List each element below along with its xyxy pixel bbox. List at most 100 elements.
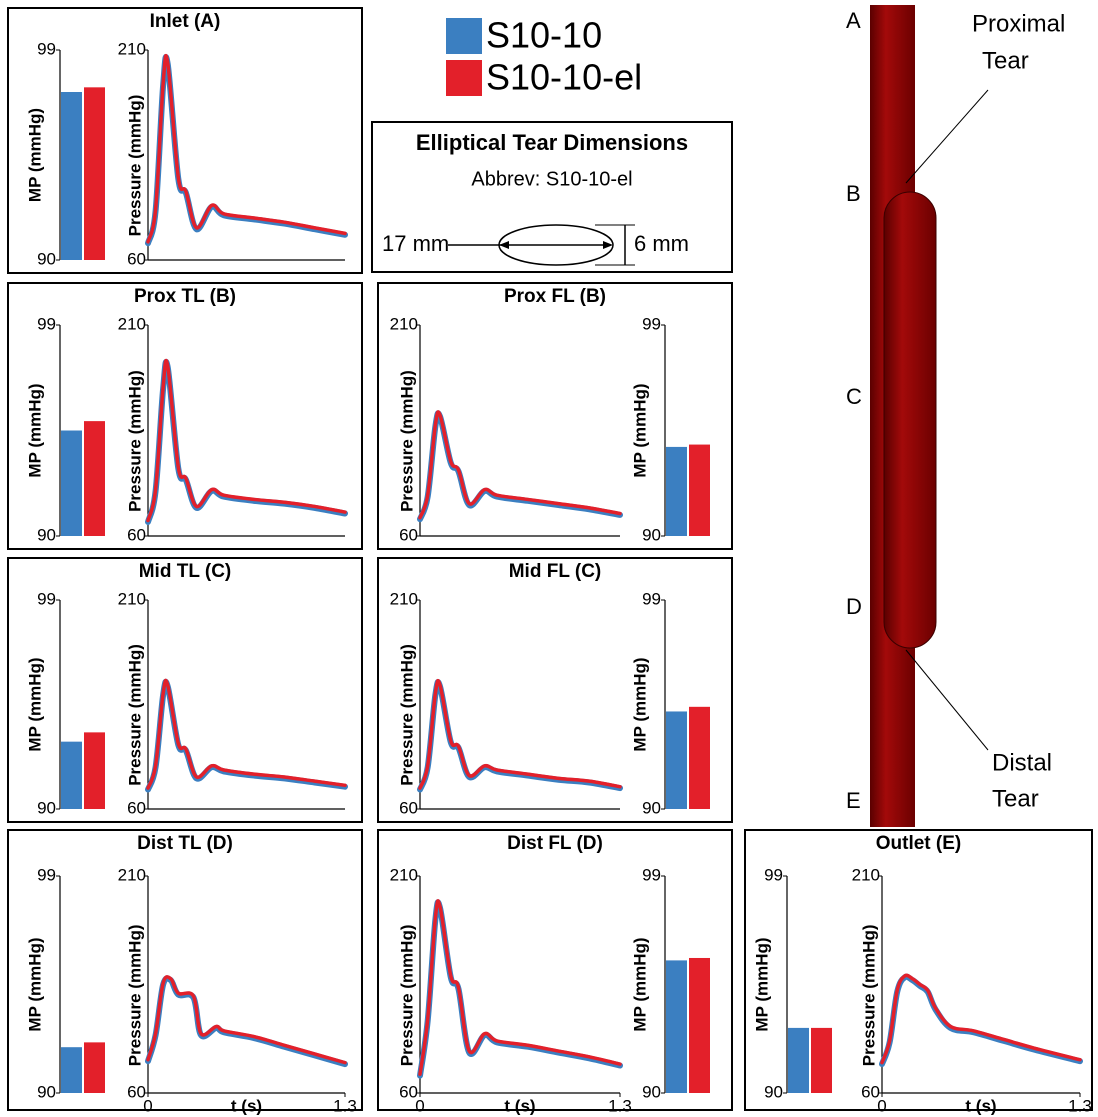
y-axis-label: MP (mmHg) (25, 937, 44, 1031)
y-tick-label: 60 (399, 798, 418, 817)
y-axis-label: Pressure (mmHg) (125, 95, 144, 237)
location: D (846, 594, 862, 619)
panel-title: Dist FL (D) (507, 833, 603, 854)
proximal-label: Proximal (972, 10, 1065, 37)
legend-swatch (446, 60, 482, 96)
panel-title: Prox FL (B) (504, 286, 606, 307)
panel-frame (7, 7, 363, 274)
bar (666, 960, 687, 1093)
bar (788, 1027, 809, 1093)
y-tick-label: 99 (642, 865, 661, 884)
bar (84, 421, 105, 536)
y-tick-label: 99 (764, 865, 783, 884)
y-tick-label: 99 (642, 589, 661, 608)
bar (811, 1027, 832, 1093)
y-tick-label: 210 (390, 589, 418, 608)
panel-frame (377, 282, 733, 550)
y-tick-label: 60 (127, 798, 146, 817)
line-series (880, 973, 1082, 1065)
tear-box (371, 121, 733, 273)
y-axis-label: MP (mmHg) (630, 383, 649, 477)
bar (61, 92, 82, 260)
y-tick-label: 90 (37, 525, 56, 544)
x-tick-label: 0 (877, 1096, 886, 1115)
y-axis-label: Pressure (mmHg) (859, 924, 878, 1066)
panel-frame (7, 829, 363, 1111)
location: C (846, 384, 862, 409)
y-axis-label: MP (mmHg) (630, 657, 649, 751)
y-tick-label: 90 (37, 1082, 56, 1101)
y-tick-label: 90 (37, 249, 56, 268)
y-tick-label: 210 (390, 865, 418, 884)
line-series (418, 678, 622, 790)
y-axis-label: Pressure (mmHg) (397, 924, 416, 1066)
proximal-label: Tear (982, 47, 1029, 74)
tear-length: 17 mm (382, 231, 449, 256)
distal-label: Distal (992, 749, 1052, 776)
y-tick-label: 60 (127, 525, 146, 544)
bar (84, 87, 105, 260)
y-tick-label: 90 (642, 1082, 661, 1101)
y-tick-label: 210 (118, 589, 146, 608)
x-tick-label: 1.3 (333, 1096, 357, 1115)
location: E (846, 788, 861, 813)
y-tick-label: 99 (37, 589, 56, 608)
legend-label: S10-10 (486, 15, 602, 56)
bar (84, 1042, 105, 1093)
x-tick-label: 1.3 (608, 1096, 632, 1115)
distal-label: Tear (992, 785, 1039, 812)
x-tick-label: 0 (143, 1096, 152, 1115)
y-tick-label: 210 (852, 865, 880, 884)
y-tick-label: 90 (642, 798, 661, 817)
bar (61, 430, 82, 536)
y-axis-label: MP (mmHg) (25, 108, 44, 202)
y-tick-label: 90 (642, 525, 661, 544)
line-series (418, 410, 622, 520)
line-series (418, 899, 622, 1076)
y-axis-label: Pressure (mmHg) (125, 924, 144, 1066)
y-tick-label: 210 (118, 39, 146, 58)
panel-title: Prox TL (B) (134, 286, 236, 307)
panel-frame (744, 829, 1093, 1111)
y-axis-label: Pressure (mmHg) (125, 644, 144, 786)
y-tick-label: 210 (390, 314, 418, 333)
y-axis-label: Pressure (mmHg) (397, 370, 416, 512)
y-tick-label: 60 (127, 249, 146, 268)
false-lumen (883, 191, 937, 649)
bar (689, 706, 710, 809)
y-tick-label: 60 (399, 525, 418, 544)
line-series (146, 54, 347, 244)
x-tick-label: 1.3 (1068, 1096, 1092, 1115)
y-axis-label: MP (mmHg) (630, 937, 649, 1031)
pointer (905, 89, 989, 184)
y-axis-label: MP (mmHg) (25, 383, 44, 477)
pointer (905, 649, 989, 751)
y-axis-label: MP (mmHg) (752, 937, 771, 1031)
panel-frame (7, 557, 363, 823)
y-axis-label: Pressure (mmHg) (125, 370, 144, 512)
bar (61, 1047, 82, 1093)
line-series (146, 358, 347, 523)
tear-abbrev: Abbrev: S10-10-el (471, 168, 632, 190)
tear-title: Elliptical Tear Dimensions (416, 130, 688, 155)
line-series (145, 54, 348, 247)
y-tick-label: 60 (399, 1082, 418, 1101)
bar (689, 444, 710, 536)
line-series (146, 975, 347, 1065)
line-series (417, 410, 623, 523)
bar (666, 711, 687, 809)
line-series (146, 678, 347, 790)
y-tick-label: 90 (764, 1082, 783, 1101)
panel-title: Dist TL (D) (137, 833, 233, 854)
location: B (846, 181, 861, 206)
x-axis-label: t (s) (504, 1096, 535, 1115)
y-tick-label: 99 (37, 39, 56, 58)
y-tick-label: 90 (37, 798, 56, 817)
y-tick-label: 99 (37, 314, 56, 333)
y-tick-label: 210 (118, 314, 146, 333)
x-axis-label: t (s) (231, 1096, 262, 1115)
tear-width: 6 mm (634, 231, 689, 256)
location: A (846, 8, 861, 33)
y-axis-label: MP (mmHg) (25, 657, 44, 751)
